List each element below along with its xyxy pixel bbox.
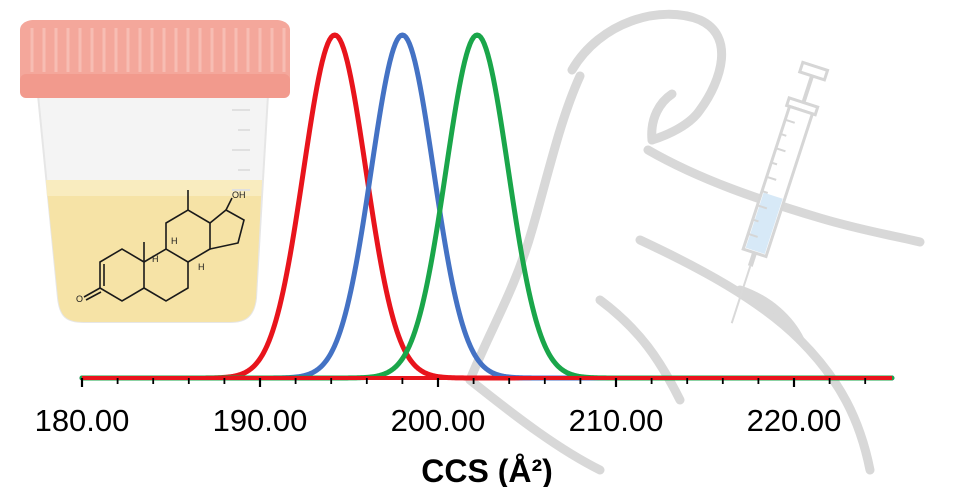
x-tick-label-200: 200.00 (391, 403, 486, 438)
x-tick-label-180: 180.00 (35, 403, 130, 438)
steroid-molecule-structure: O OH H H H (76, 190, 246, 304)
molecule-ketone-label: O (76, 294, 83, 304)
specimen-cup-illustration (20, 20, 290, 323)
x-tick-label-210: 210.00 (569, 403, 664, 438)
molecule-h-label-1: H (152, 254, 159, 264)
molecule-h-label-3: H (198, 262, 205, 272)
syringe-illustration (730, 60, 830, 324)
x-tick-label-190: 190.00 (213, 403, 308, 438)
x-axis-ticks (80, 378, 867, 387)
flexed-arm-illustration (465, 9, 925, 475)
x-axis: 180.00 190.00 200.00 210.00 220.00 CCS (… (35, 376, 892, 487)
x-axis-title: CCS (Å²) (421, 453, 553, 487)
x-tick-label-220: 220.00 (747, 403, 842, 438)
x-axis-tick-labels: 180.00 190.00 200.00 210.00 220.00 (35, 403, 842, 438)
molecule-hydroxyl-label: OH (232, 190, 246, 200)
molecule-h-label-2: H (171, 236, 178, 246)
